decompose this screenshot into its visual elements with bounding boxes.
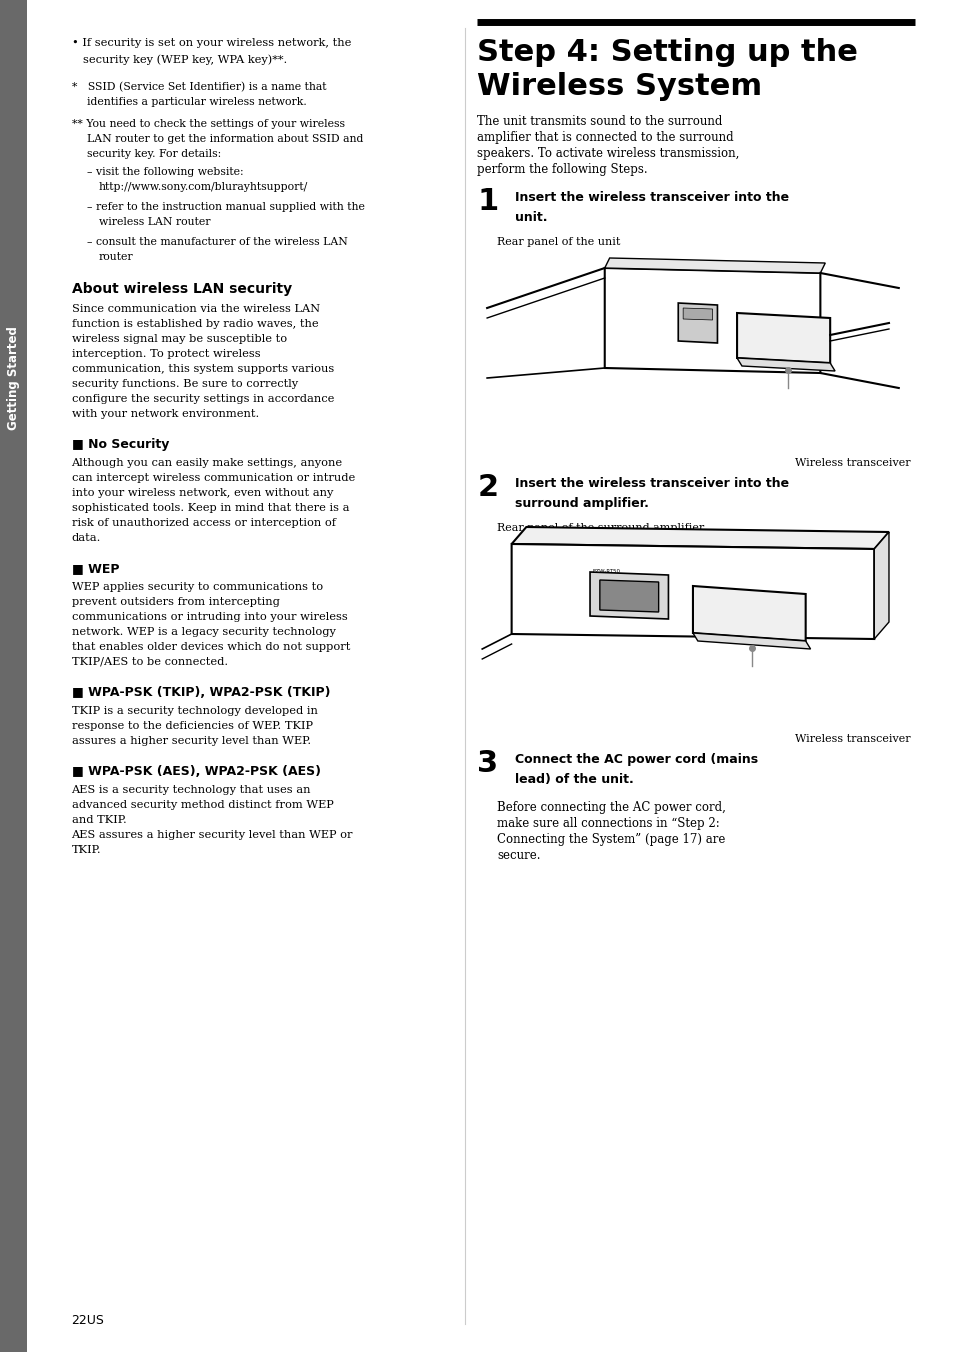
Polygon shape (589, 572, 668, 619)
Text: risk of unauthorized access or interception of: risk of unauthorized access or intercept… (71, 518, 335, 529)
Text: into your wireless network, even without any: into your wireless network, even without… (71, 488, 333, 498)
Text: network. WEP is a legacy security technology: network. WEP is a legacy security techno… (71, 627, 335, 637)
Text: AES assures a higher security level than WEP or: AES assures a higher security level than… (71, 830, 353, 840)
Text: The unit transmits sound to the surround: The unit transmits sound to the surround (476, 115, 722, 128)
Text: security functions. Be sure to correctly: security functions. Be sure to correctly (71, 379, 297, 389)
Text: configure the security settings in accordance: configure the security settings in accor… (71, 393, 334, 404)
Polygon shape (682, 308, 712, 320)
Text: that enables older devices which do not support: that enables older devices which do not … (71, 642, 350, 652)
Text: Insert the wireless transceiver into the: Insert the wireless transceiver into the (514, 191, 788, 204)
Text: – visit the following website:: – visit the following website: (87, 168, 244, 177)
Text: ■ WPA-PSK (AES), WPA2-PSK (AES): ■ WPA-PSK (AES), WPA2-PSK (AES) (71, 765, 320, 777)
Text: 3: 3 (476, 749, 497, 777)
Polygon shape (737, 314, 829, 362)
Text: sophisticated tools. Keep in mind that there is a: sophisticated tools. Keep in mind that t… (71, 503, 349, 512)
Text: secure.: secure. (497, 849, 539, 863)
Text: Wireless transceiver: Wireless transceiver (794, 458, 909, 468)
Text: router: router (99, 251, 133, 262)
Text: • If security is set on your wireless network, the: • If security is set on your wireless ne… (71, 38, 351, 49)
Polygon shape (873, 531, 888, 639)
Text: http://www.sony.com/blurayhtsupport/: http://www.sony.com/blurayhtsupport/ (99, 183, 308, 192)
Text: make sure all connections in “Step 2:: make sure all connections in “Step 2: (497, 817, 719, 830)
Text: *   SSID (Service Set Identifier) is a name that: * SSID (Service Set Identifier) is a nam… (71, 82, 326, 92)
Text: wireless LAN router: wireless LAN router (99, 218, 211, 227)
Text: wireless signal may be susceptible to: wireless signal may be susceptible to (71, 334, 286, 343)
Text: Wireless System: Wireless System (476, 72, 761, 101)
Text: assures a higher security level than WEP.: assures a higher security level than WEP… (71, 735, 311, 746)
Text: security key (WEP key, WPA key)**.: security key (WEP key, WPA key)**. (83, 54, 287, 65)
Bar (0, 0, 28, 1352)
Text: communication, this system supports various: communication, this system supports vari… (71, 364, 334, 375)
Text: LAN router to get the information about SSID and: LAN router to get the information about … (87, 134, 363, 145)
Text: ■ WPA-PSK (TKIP), WPA2-PSK (TKIP): ■ WPA-PSK (TKIP), WPA2-PSK (TKIP) (71, 685, 330, 699)
Text: prevent outsiders from intercepting: prevent outsiders from intercepting (71, 598, 279, 607)
Text: TKIP/AES to be connected.: TKIP/AES to be connected. (71, 657, 228, 667)
Text: can intercept wireless communication or intrude: can intercept wireless communication or … (71, 473, 355, 483)
Text: – refer to the instruction manual supplied with the: – refer to the instruction manual suppli… (87, 201, 365, 212)
Polygon shape (511, 527, 888, 549)
Polygon shape (678, 303, 717, 343)
Polygon shape (511, 544, 873, 639)
Polygon shape (692, 633, 810, 649)
Text: lead) of the unit.: lead) of the unit. (514, 773, 633, 786)
Text: Since communication via the wireless LAN: Since communication via the wireless LAN (71, 304, 319, 314)
Text: Connect the AC power cord (mains: Connect the AC power cord (mains (514, 753, 757, 767)
Text: Connecting the System” (page 17) are: Connecting the System” (page 17) are (497, 833, 724, 846)
Polygon shape (692, 585, 805, 641)
Text: unit.: unit. (514, 211, 546, 224)
Text: function is established by radio waves, the: function is established by radio waves, … (71, 319, 318, 329)
Text: speakers. To activate wireless transmission,: speakers. To activate wireless transmiss… (476, 147, 739, 160)
Text: identifies a particular wireless network.: identifies a particular wireless network… (87, 97, 307, 107)
Text: communications or intruding into your wireless: communications or intruding into your wi… (71, 612, 347, 622)
Text: 1: 1 (476, 187, 498, 216)
Text: AES is a security technology that uses an: AES is a security technology that uses a… (71, 786, 311, 795)
Text: data.: data. (71, 533, 101, 544)
Text: – consult the manufacturer of the wireless LAN: – consult the manufacturer of the wirele… (87, 237, 348, 247)
Text: with your network environment.: with your network environment. (71, 410, 258, 419)
Text: 2: 2 (476, 473, 497, 502)
Text: ■ WEP: ■ WEP (71, 562, 119, 575)
Text: surround amplifier.: surround amplifier. (514, 498, 648, 510)
Text: Insert the wireless transceiver into the: Insert the wireless transceiver into the (514, 477, 788, 489)
Text: ** You need to check the settings of your wireless: ** You need to check the settings of you… (71, 119, 344, 128)
Polygon shape (599, 580, 658, 612)
Text: Rear panel of the unit: Rear panel of the unit (497, 237, 619, 247)
Text: and TKIP.: and TKIP. (71, 815, 126, 825)
Polygon shape (604, 268, 820, 373)
Text: security key. For details:: security key. For details: (87, 149, 221, 160)
Text: About wireless LAN security: About wireless LAN security (71, 283, 292, 296)
Text: Wireless transceiver: Wireless transceiver (794, 734, 909, 744)
Text: EZW-RT50: EZW-RT50 (592, 569, 619, 575)
Polygon shape (737, 358, 834, 370)
Text: ■ No Security: ■ No Security (71, 438, 169, 452)
Text: TKIP.: TKIP. (71, 845, 101, 854)
Text: TKIP is a security technology developed in: TKIP is a security technology developed … (71, 706, 317, 717)
Text: response to the deficiencies of WEP. TKIP: response to the deficiencies of WEP. TKI… (71, 721, 313, 731)
Text: Although you can easily make settings, anyone: Although you can easily make settings, a… (71, 458, 342, 468)
Text: interception. To protect wireless: interception. To protect wireless (71, 349, 260, 360)
Text: Getting Started: Getting Started (8, 327, 20, 430)
Text: Rear panel of the surround amplifier: Rear panel of the surround amplifier (497, 523, 703, 533)
Text: Before connecting the AC power cord,: Before connecting the AC power cord, (497, 800, 725, 814)
Text: perform the following Steps.: perform the following Steps. (476, 164, 647, 176)
Text: advanced security method distinct from WEP: advanced security method distinct from W… (71, 800, 333, 810)
Text: amplifier that is connected to the surround: amplifier that is connected to the surro… (476, 131, 733, 145)
Text: 22US: 22US (71, 1314, 104, 1328)
Text: Step 4: Setting up the: Step 4: Setting up the (476, 38, 858, 68)
Text: WEP applies security to communications to: WEP applies security to communications t… (71, 581, 322, 592)
Polygon shape (604, 258, 824, 273)
